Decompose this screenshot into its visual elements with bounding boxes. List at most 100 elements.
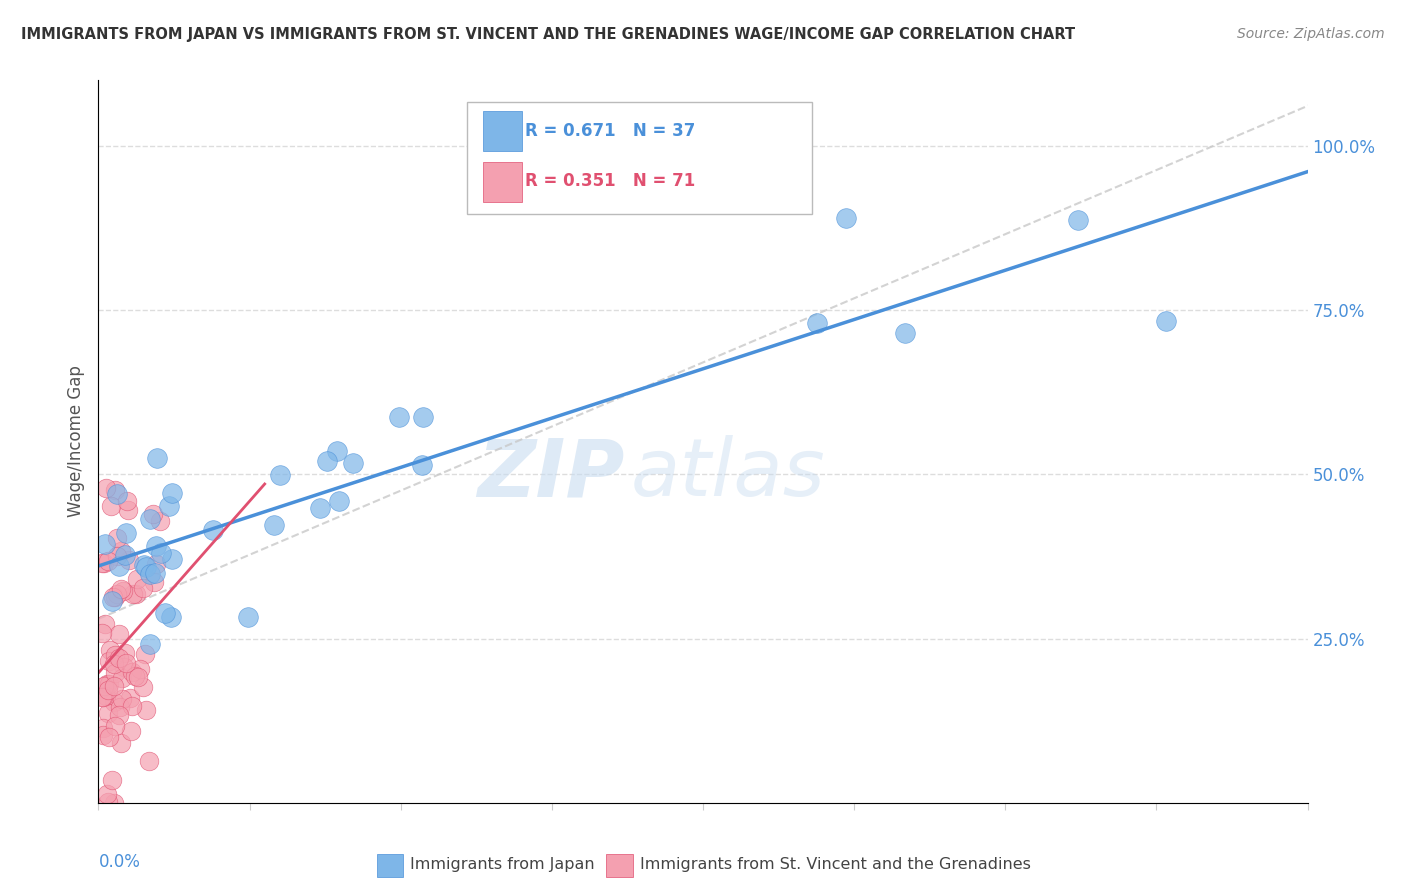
- Text: 0.0%: 0.0%: [98, 854, 141, 871]
- Point: [316, 454, 339, 468]
- Point: [142, 508, 165, 522]
- Point: [90, 690, 112, 704]
- Point: [894, 326, 917, 340]
- Point: [112, 660, 135, 674]
- Point: [236, 609, 259, 624]
- Point: [97, 706, 120, 720]
- Point: [91, 556, 114, 570]
- Point: [98, 643, 121, 657]
- Point: [145, 450, 167, 465]
- FancyBboxPatch shape: [482, 162, 522, 202]
- Point: [121, 665, 143, 679]
- Point: [139, 636, 162, 650]
- Point: [143, 566, 166, 580]
- Point: [201, 523, 224, 537]
- Point: [104, 648, 127, 662]
- Point: [105, 531, 128, 545]
- Text: ZIP: ZIP: [477, 435, 624, 513]
- Point: [91, 721, 114, 735]
- Point: [107, 558, 129, 573]
- Point: [108, 707, 131, 722]
- Point: [96, 677, 118, 691]
- Point: [107, 650, 129, 665]
- Point: [342, 457, 364, 471]
- Point: [104, 483, 127, 498]
- Point: [143, 574, 166, 589]
- Point: [138, 754, 160, 768]
- Point: [388, 409, 411, 424]
- Point: [103, 695, 125, 709]
- Point: [93, 680, 115, 694]
- Point: [125, 586, 148, 600]
- Text: Immigrants from St. Vincent and the Grenadines: Immigrants from St. Vincent and the Gren…: [640, 856, 1031, 871]
- Point: [105, 487, 128, 501]
- Point: [118, 552, 141, 566]
- Point: [100, 499, 122, 513]
- Point: [98, 654, 121, 668]
- Point: [149, 514, 172, 528]
- Point: [1067, 212, 1090, 227]
- Text: atlas: atlas: [630, 435, 825, 513]
- Point: [101, 593, 124, 607]
- Point: [263, 518, 285, 533]
- Point: [94, 537, 117, 551]
- Point: [103, 666, 125, 681]
- Point: [1154, 313, 1177, 327]
- Point: [94, 481, 117, 495]
- Point: [132, 680, 155, 694]
- Point: [108, 626, 131, 640]
- Point: [118, 691, 141, 706]
- Point: [104, 719, 127, 733]
- Point: [91, 728, 114, 742]
- Point: [325, 443, 347, 458]
- Point: [132, 581, 155, 595]
- Point: [149, 546, 172, 560]
- Point: [806, 316, 828, 330]
- Text: R = 0.351   N = 71: R = 0.351 N = 71: [526, 172, 696, 190]
- Point: [91, 626, 114, 640]
- Point: [114, 647, 136, 661]
- Text: R = 0.671   N = 37: R = 0.671 N = 37: [526, 122, 696, 140]
- Point: [110, 543, 132, 558]
- Point: [122, 586, 145, 600]
- Point: [411, 458, 433, 472]
- Point: [110, 699, 132, 714]
- Point: [97, 554, 120, 568]
- Point: [96, 788, 118, 802]
- Bar: [377, 855, 404, 877]
- Point: [145, 557, 167, 571]
- Point: [134, 647, 156, 661]
- Point: [97, 676, 120, 690]
- Point: [132, 558, 155, 572]
- Point: [97, 796, 120, 810]
- Point: [101, 590, 124, 604]
- Text: Source: ZipAtlas.com: Source: ZipAtlas.com: [1237, 27, 1385, 41]
- Point: [121, 699, 143, 714]
- Point: [120, 724, 142, 739]
- Point: [93, 556, 115, 570]
- FancyBboxPatch shape: [482, 112, 522, 151]
- Point: [269, 468, 291, 483]
- Point: [160, 552, 183, 566]
- Point: [103, 796, 125, 810]
- Point: [160, 486, 183, 500]
- Point: [104, 591, 127, 605]
- Point: [117, 503, 139, 517]
- Point: [835, 211, 858, 226]
- Point: [135, 703, 157, 717]
- Point: [129, 662, 152, 676]
- Point: [127, 670, 149, 684]
- Point: [135, 560, 157, 574]
- Bar: [606, 855, 633, 877]
- Y-axis label: Wage/Income Gap: Wage/Income Gap: [66, 366, 84, 517]
- Point: [114, 548, 136, 562]
- Point: [157, 500, 180, 514]
- Point: [110, 582, 132, 596]
- Point: [125, 572, 148, 586]
- Point: [110, 736, 132, 750]
- Point: [111, 671, 134, 685]
- FancyBboxPatch shape: [467, 102, 811, 214]
- Point: [97, 682, 120, 697]
- Point: [91, 690, 114, 705]
- Text: Immigrants from Japan: Immigrants from Japan: [411, 856, 595, 871]
